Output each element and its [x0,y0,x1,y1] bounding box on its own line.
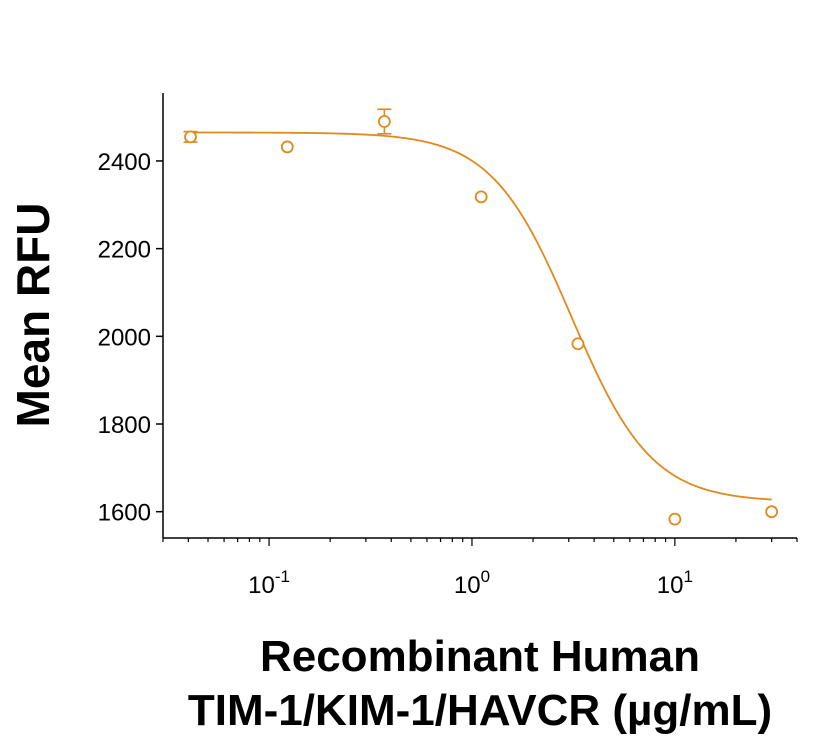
data-point [668,512,682,526]
data-points-layer [183,108,779,526]
x-tick-label: 10-1 [248,567,290,599]
fit-curve [190,131,772,501]
y-tick-label: 1600 [98,500,151,527]
data-point [377,115,391,128]
data-point [571,337,585,351]
y-tick-label: 2400 [98,149,151,176]
data-point [765,505,779,519]
x-axis-title-line2: TIM-1/KIM-1/HAVCR (µg/mL) [188,686,772,735]
x-tick-label: 101 [657,567,693,599]
y-axis-title: Mean RFU [7,203,59,428]
y-tick-label: 2200 [98,237,151,264]
y-tick-label: 1800 [98,412,151,439]
fit-curve-layer [190,131,772,501]
x-tick-label: 100 [454,567,490,599]
data-point [184,130,197,144]
y-tick-label: 2000 [98,324,151,351]
x-axis: 10-1 100 101 [162,537,798,599]
data-point [280,140,294,154]
data-point [474,190,488,204]
x-axis-title-line1: Recombinant Human [260,632,700,681]
y-axis: 1600 1800 2000 2200 2400 [98,93,164,538]
